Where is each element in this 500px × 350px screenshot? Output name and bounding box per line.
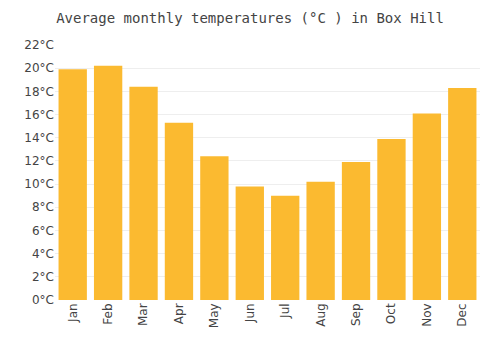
svg-text:8°C: 8°C [32, 200, 54, 214]
svg-text:Sep: Sep [349, 303, 363, 326]
svg-text:Feb: Feb [101, 303, 115, 324]
svg-text:10°C: 10°C [24, 177, 54, 191]
svg-text:Mar: Mar [136, 303, 150, 326]
svg-text:0°C: 0°C [32, 293, 54, 307]
svg-text:22°C: 22°C [24, 38, 54, 52]
svg-text:Aug: Aug [314, 303, 328, 326]
svg-text:Jul: Jul [278, 303, 292, 318]
svg-text:Nov: Nov [420, 303, 434, 326]
svg-text:May: May [207, 303, 221, 328]
svg-text:Jun: Jun [243, 303, 257, 323]
svg-text:2°C: 2°C [32, 270, 54, 284]
svg-text:12°C: 12°C [24, 154, 54, 168]
svg-text:Dec: Dec [455, 303, 469, 326]
svg-text:4°C: 4°C [32, 247, 54, 261]
svg-text:Jan: Jan [66, 303, 80, 323]
svg-text:6°C: 6°C [32, 224, 54, 238]
svg-text:Apr: Apr [172, 303, 186, 324]
svg-text:20°C: 20°C [24, 61, 54, 75]
svg-text:16°C: 16°C [24, 108, 54, 122]
svg-text:14°C: 14°C [24, 131, 54, 145]
svg-text:Oct: Oct [384, 303, 398, 324]
svg-text:18°C: 18°C [24, 85, 54, 99]
svg-text:Average monthly temperatures (: Average monthly temperatures (°C ) in Bo… [56, 10, 444, 26]
